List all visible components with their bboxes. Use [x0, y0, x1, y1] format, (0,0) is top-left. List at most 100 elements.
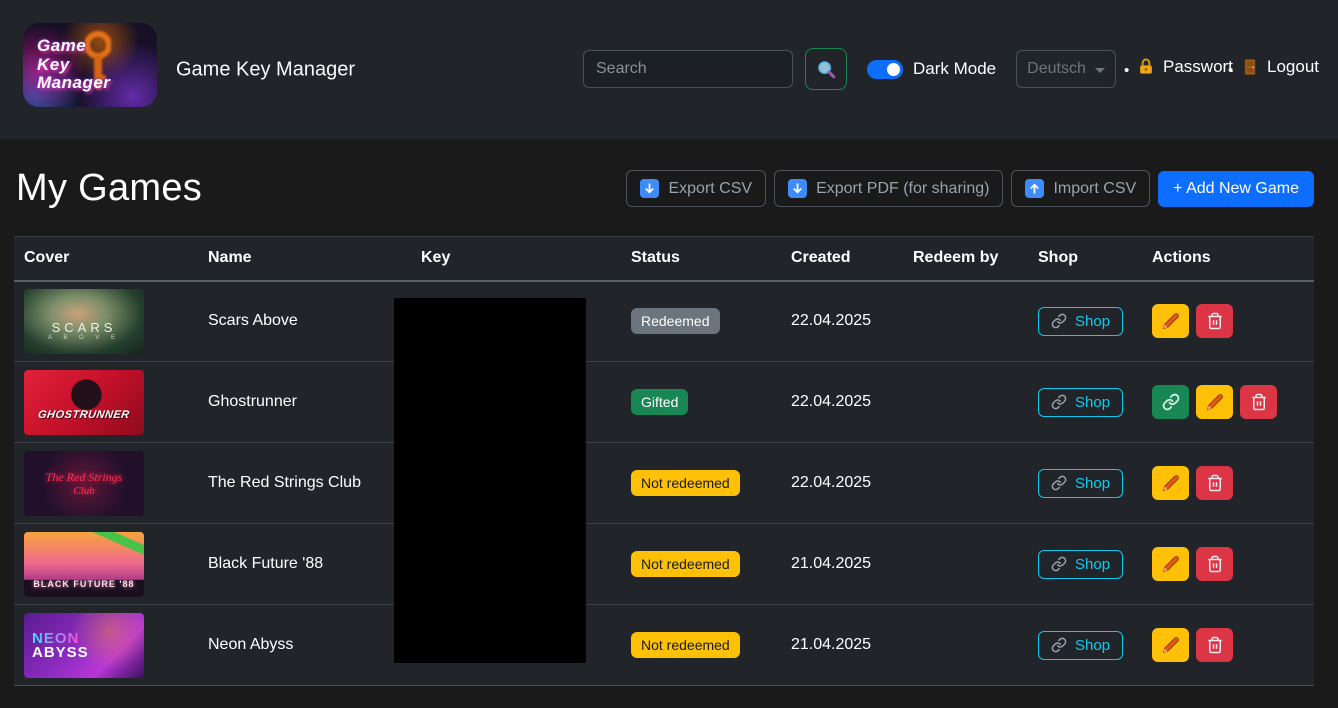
table-row: SCARS A B O V E Scars Above Redeemed 22.0…	[14, 280, 1314, 362]
shop-label: Shop	[1075, 555, 1111, 573]
language-selected: Deutsch	[1027, 60, 1086, 77]
column-header-name: Name	[200, 236, 413, 282]
edit-button[interactable]	[1152, 628, 1189, 662]
delete-button[interactable]	[1196, 466, 1233, 500]
column-header-shop: Shop	[1030, 236, 1144, 282]
link-icon	[1051, 637, 1067, 653]
logout-link[interactable]: Logout	[1240, 57, 1319, 77]
nav-separator: •	[1228, 62, 1234, 79]
page-title: My Games	[16, 167, 203, 209]
download-arrow-icon	[788, 179, 808, 198]
redeem-by	[905, 442, 1030, 524]
status-badge: Not redeemed	[631, 632, 740, 658]
shop-link-button[interactable]: Shop	[1038, 306, 1124, 336]
table-row: BLACK FUTURE '88 Black Future '88 Not re…	[14, 523, 1314, 605]
delete-button[interactable]	[1240, 385, 1277, 419]
export-pdf-label: Export PDF (for sharing)	[816, 179, 990, 197]
redeem-by	[905, 280, 1030, 362]
game-cover: BLACK FUTURE '88	[24, 531, 144, 597]
column-header-status: Status	[623, 236, 783, 282]
shop-link-button[interactable]: Shop	[1038, 549, 1124, 579]
created-date: 22.04.2025	[783, 280, 905, 362]
column-header-key: Key	[413, 236, 623, 282]
shop-link-button[interactable]: Shop	[1038, 387, 1124, 417]
import-csv-label: Import CSV	[1053, 179, 1137, 197]
game-cover: NEON ABYSS	[24, 612, 144, 678]
edit-button[interactable]	[1196, 385, 1233, 419]
add-new-game-button[interactable]: + Add New Game	[1158, 170, 1314, 207]
game-name: Neon Abyss	[200, 604, 413, 686]
app-title: Game Key Manager	[176, 58, 355, 80]
door-icon	[1244, 59, 1256, 75]
created-date: 22.04.2025	[783, 361, 905, 443]
column-header-redeem-by: Redeem by	[905, 236, 1030, 282]
status-badge: Redeemed	[631, 308, 720, 335]
search-input[interactable]	[583, 50, 793, 88]
page-header: My Games Export CSV Export PDF (for shar…	[0, 139, 1338, 236]
pencil-icon	[1162, 637, 1179, 654]
key-icon	[85, 31, 111, 89]
created-date: 22.04.2025	[783, 442, 905, 524]
delete-button[interactable]	[1196, 304, 1233, 339]
actions-cell	[1144, 442, 1314, 524]
redaction-overlay	[394, 298, 586, 663]
trash-icon	[1251, 393, 1266, 411]
link-icon	[1051, 475, 1067, 491]
created-date: 21.04.2025	[783, 604, 905, 686]
status-badge: Gifted	[631, 389, 689, 415]
trash-icon	[1207, 474, 1222, 492]
games-table-body: SCARS A B O V E Scars Above Redeemed 22.0…	[14, 280, 1314, 686]
delete-button[interactable]	[1196, 547, 1233, 581]
shop-label: Shop	[1075, 474, 1111, 492]
games-table-container: Cover Name Key Status Created Redeem by …	[14, 236, 1314, 686]
trash-icon	[1207, 555, 1222, 573]
shop-link-button[interactable]: Shop	[1038, 630, 1124, 660]
pencil-icon	[1162, 475, 1179, 492]
app-logo[interactable]: Game Key Manager	[23, 23, 157, 107]
lock-icon	[1140, 58, 1152, 74]
status-badge: Not redeemed	[631, 551, 740, 577]
actions-cell	[1144, 361, 1314, 443]
search-button[interactable]	[805, 48, 847, 90]
delete-button[interactable]	[1196, 628, 1233, 662]
link-button[interactable]	[1152, 385, 1189, 419]
dark-mode-toggle[interactable]	[867, 60, 903, 79]
actions-cell	[1144, 280, 1314, 362]
game-name: Scars Above	[200, 280, 413, 362]
actions-cell	[1144, 604, 1314, 686]
game-cover: SCARS A B O V E	[24, 288, 144, 354]
export-pdf-button[interactable]: Export PDF (for sharing)	[774, 170, 1004, 207]
dark-mode-label: Dark Mode	[913, 59, 997, 78]
column-header-actions: Actions	[1144, 236, 1314, 282]
pencil-icon	[1162, 556, 1179, 573]
edit-button[interactable]	[1152, 304, 1189, 339]
shop-label: Shop	[1075, 393, 1111, 411]
game-name: Ghostrunner	[200, 361, 413, 443]
redeem-by	[905, 361, 1030, 443]
shop-label: Shop	[1075, 636, 1111, 654]
logo-wordmark: Game Key Manager	[37, 35, 111, 93]
game-name: The Red Strings Club	[200, 442, 413, 524]
games-table: Cover Name Key Status Created Redeem by …	[14, 236, 1314, 686]
trash-icon	[1207, 313, 1222, 330]
game-cover: The Red Strings Club	[24, 450, 144, 516]
created-date: 21.04.2025	[783, 523, 905, 605]
password-link[interactable]: Passwort	[1136, 57, 1233, 77]
actions-cell	[1144, 523, 1314, 605]
language-dropdown[interactable]: Deutsch	[1016, 50, 1116, 88]
edit-button[interactable]	[1152, 466, 1189, 500]
upload-arrow-icon	[1025, 179, 1045, 198]
game-cover: GHOSTRUNNER	[24, 369, 144, 435]
pencil-icon	[1162, 313, 1179, 330]
magnifier-icon	[818, 61, 836, 79]
table-header-row: Cover Name Key Status Created Redeem by …	[14, 236, 1314, 282]
export-csv-button[interactable]: Export CSV	[626, 170, 767, 207]
import-csv-button[interactable]: Import CSV	[1011, 170, 1151, 207]
redeem-by	[905, 604, 1030, 686]
column-header-cover: Cover	[14, 236, 200, 282]
edit-button[interactable]	[1152, 547, 1189, 581]
shop-link-button[interactable]: Shop	[1038, 468, 1124, 498]
link-icon	[1051, 394, 1067, 410]
logout-label: Logout	[1267, 57, 1319, 76]
app-header: Game Key Manager Game Key Manager Dark M…	[0, 0, 1338, 139]
